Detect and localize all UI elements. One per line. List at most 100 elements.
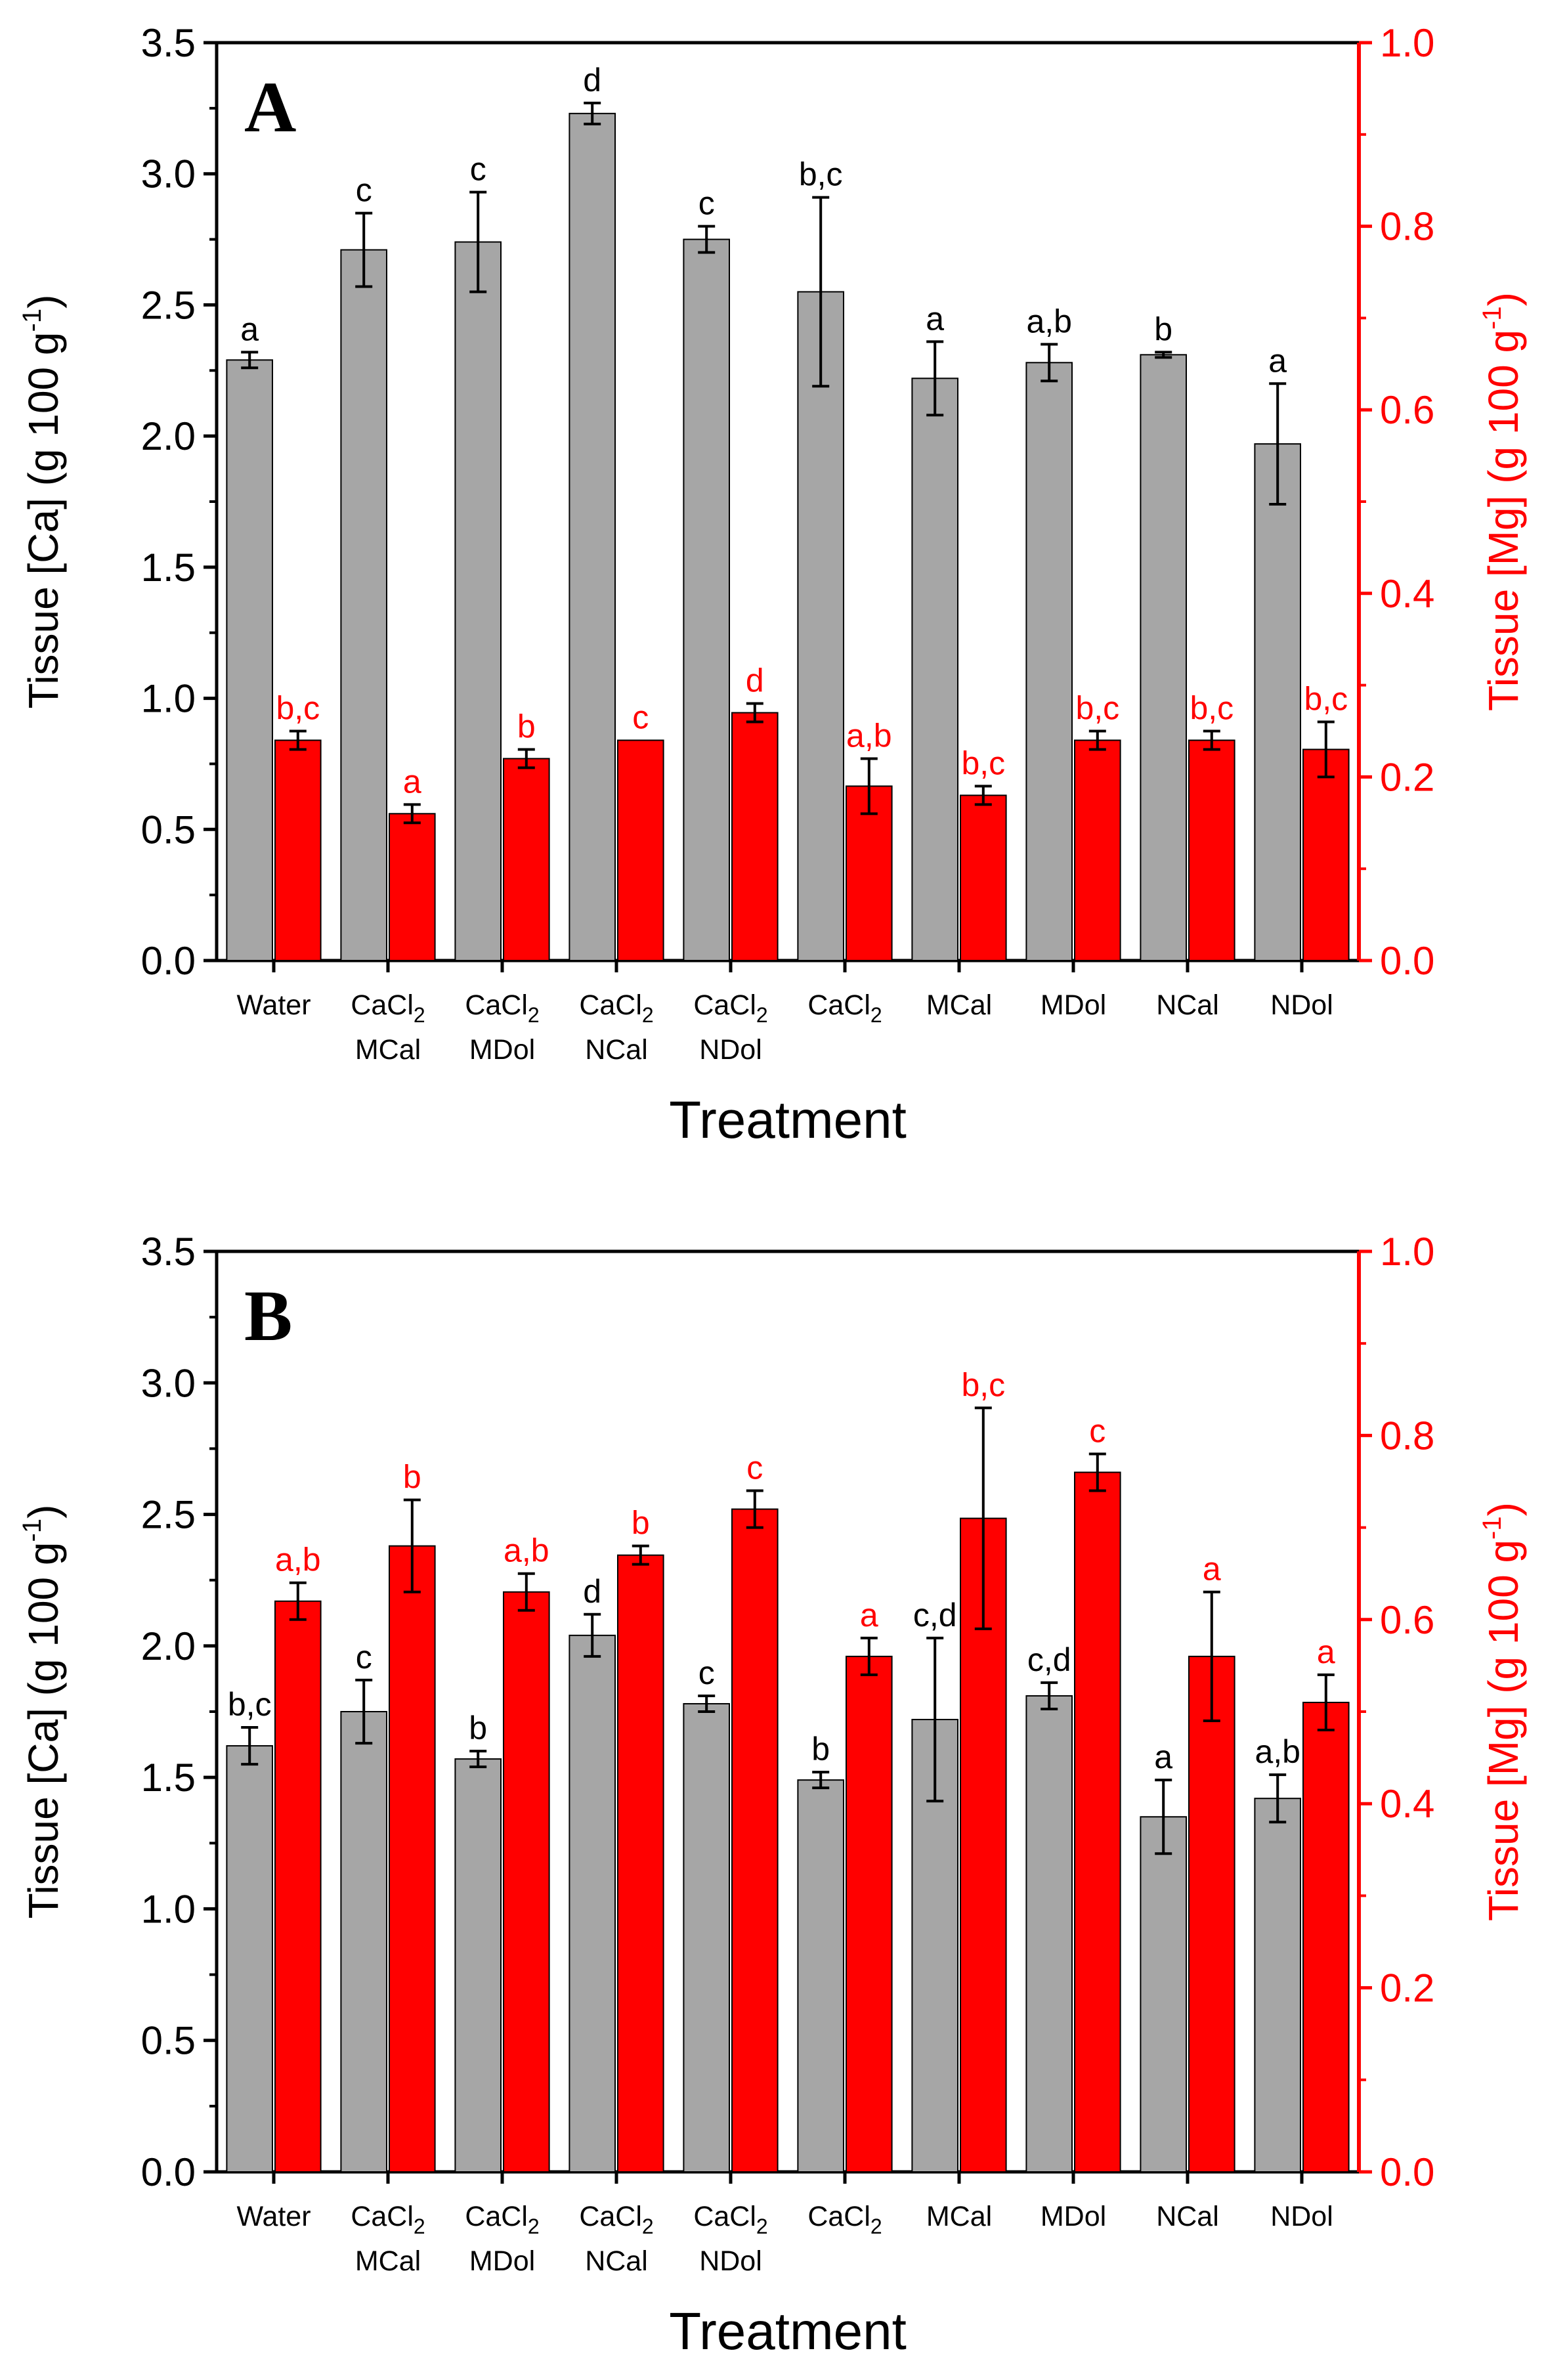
mg-significance-label: b <box>403 1459 421 1496</box>
ca-bar <box>226 359 273 961</box>
mg-significance-label: a <box>860 1597 878 1634</box>
mg-bar <box>1302 748 1350 961</box>
x-category-label: CaCl2 <box>579 989 653 1027</box>
mg-bar <box>846 1655 893 2173</box>
ca-bar <box>1025 1695 1073 2173</box>
mg-bar <box>503 1591 550 2173</box>
mg-bar <box>389 1545 436 2173</box>
mg-significance-label: a,b <box>504 1532 549 1569</box>
category-label-main: CaCl <box>465 989 528 1021</box>
axis-title-close: ) <box>20 1505 67 1519</box>
y-left-tick-label: 3.5 <box>141 21 196 65</box>
axis-title-text: Tissue [Ca] (g 100 g <box>20 332 67 708</box>
y-left-tick-label: 0.0 <box>141 939 196 983</box>
mg-bar <box>617 1554 664 2173</box>
y-right-axis-title: Tissue [Mg] (g 100 g-1) <box>1478 292 1527 711</box>
y-left-tick-label: 3.0 <box>141 152 196 196</box>
x-category-label: CaCl2 <box>693 989 767 1027</box>
x-category-label-line2: NDol <box>699 2245 762 2277</box>
axis-title-close: ) <box>1480 1502 1527 1516</box>
mg-significance-label: a <box>1317 1634 1335 1670</box>
ca-bar <box>340 249 388 961</box>
mg-significance-label: b,c <box>276 690 320 727</box>
axis-title-text: Tissue [Ca] (g 100 g <box>20 1542 67 1918</box>
ca-bar <box>1254 443 1302 961</box>
axis-title-superscript: -1 <box>18 309 47 332</box>
mg-bar <box>389 813 436 961</box>
ca-significance-label: a <box>240 311 259 347</box>
mg-bar <box>1188 739 1235 961</box>
x-axis-title: Treatment <box>669 1091 907 1149</box>
x-axis-title: Treatment <box>669 2302 907 2360</box>
mg-significance-label: b <box>517 708 536 745</box>
category-label-main: CaCl <box>351 2201 414 2232</box>
ca-bar <box>569 1634 616 2173</box>
ca-significance-label: c <box>698 185 715 222</box>
ca-bar <box>797 291 845 961</box>
ca-bar <box>340 1711 388 2173</box>
y-right-tick-label: 0.6 <box>1380 388 1434 432</box>
y-left-tick-label: 3.5 <box>141 1230 196 1274</box>
x-category-label-line2: MCal <box>355 1034 421 1066</box>
ca-bar <box>911 378 959 961</box>
mg-significance-label: d <box>746 662 764 699</box>
category-label-main: NCal <box>1156 989 1219 1021</box>
mg-significance-label: a,b <box>275 1542 321 1578</box>
mg-significance-label: c <box>632 699 649 735</box>
y-left-tick-label: 2.5 <box>141 283 196 327</box>
category-label-main: Water <box>236 2201 311 2232</box>
axis-title-close: ) <box>1480 292 1527 306</box>
y-right-tick-label: 0.0 <box>1380 2150 1434 2194</box>
mg-significance-label: b,c <box>1190 690 1234 727</box>
category-label-main: NCal <box>1156 2201 1219 2232</box>
axis-title-superscript: -1 <box>1478 306 1507 330</box>
x-category-label-line2: NDol <box>699 1034 762 1066</box>
category-label-main: CaCl <box>693 2201 756 2232</box>
y-right-tick-label: 0.0 <box>1380 939 1434 983</box>
x-category-label: CaCl2 <box>351 989 425 1027</box>
y-left-tick-label: 1.0 <box>141 1887 196 1931</box>
mg-significance-label: c <box>1089 1412 1106 1449</box>
category-label-main: CaCl <box>807 2201 870 2232</box>
mg-bar <box>503 758 550 961</box>
axis-title-superscript: -1 <box>18 1519 47 1542</box>
x-category-label: CaCl2 <box>351 2201 425 2238</box>
y-left-axis-title: Tissue [Ca] (g 100 g-1) <box>18 1505 67 1919</box>
y-left-tick-label: 0.0 <box>141 2150 196 2194</box>
x-category-label: NDol <box>1270 989 1333 1021</box>
x-category-label: NCal <box>1156 2201 1219 2232</box>
mg-significance-label: c <box>746 1450 763 1486</box>
mg-bar <box>1074 739 1121 961</box>
ca-bar <box>1254 1798 1302 2173</box>
mg-bar <box>846 785 893 961</box>
category-label-main: NDol <box>1270 2201 1333 2232</box>
y-right-tick-label: 0.8 <box>1380 1414 1434 1458</box>
y-left-axis-title: Tissue [Ca] (g 100 g-1) <box>18 295 67 709</box>
y-left-tick-label: 0.5 <box>141 808 196 852</box>
x-category-label-line2: NCal <box>585 1034 648 1066</box>
category-label-main: CaCl <box>579 989 642 1021</box>
y-right-tick-label: 0.8 <box>1380 205 1434 249</box>
x-category-label: NDol <box>1270 2201 1333 2232</box>
ca-significance-label: b <box>811 1731 830 1767</box>
category-label-subscript: 2 <box>870 2215 882 2238</box>
mg-significance-label: b,c <box>961 745 1005 781</box>
x-category-label: Water <box>236 989 311 1021</box>
category-label-main: CaCl <box>693 989 756 1021</box>
category-label-main: CaCl <box>465 2201 528 2232</box>
ca-significance-label: a <box>1268 342 1287 379</box>
plot-frame <box>215 1249 1361 2174</box>
ca-significance-label: c <box>356 1639 372 1676</box>
category-label-main: CaCl <box>579 2201 642 2232</box>
axis-title-text: Tissue [Mg] (g 100 g <box>1480 1540 1527 1921</box>
x-category-label: CaCl2 <box>465 2201 539 2238</box>
x-category-label: MDol <box>1041 989 1106 1021</box>
category-label-subscript: 2 <box>756 2215 768 2238</box>
ca-significance-label: c <box>356 172 372 209</box>
plot-frame <box>215 41 1361 963</box>
x-category-label: CaCl2 <box>693 2201 767 2238</box>
mg-significance-label: a,b <box>846 717 892 754</box>
category-label-subscript: 2 <box>756 1003 768 1027</box>
y-left-tick-label: 2.0 <box>141 414 196 458</box>
x-category-label: MCal <box>926 989 992 1021</box>
